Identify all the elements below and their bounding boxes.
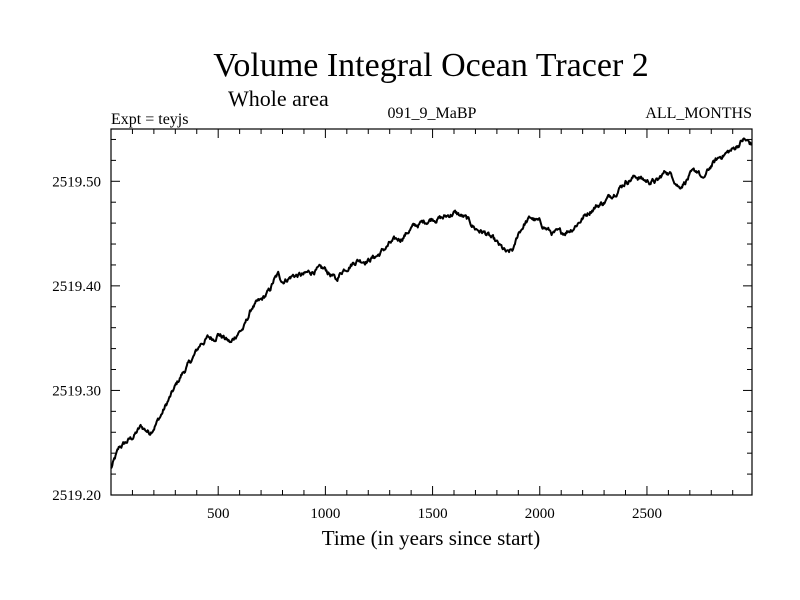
period-label: ALL_MONTHS bbox=[645, 105, 752, 122]
y-tick-label: 2519.40 bbox=[52, 279, 101, 295]
chart-subtitle: Whole area bbox=[228, 86, 329, 111]
y-tick-label: 2519.20 bbox=[52, 488, 101, 504]
x-tick-label: 2500 bbox=[632, 506, 662, 522]
plot-frame bbox=[110, 128, 753, 496]
series-line bbox=[110, 137, 753, 469]
chart-title: Volume Integral Ocean Tracer 2 bbox=[213, 47, 649, 84]
experiment-label: Expt = teyjs bbox=[111, 111, 188, 128]
x-tick-label: 500 bbox=[207, 506, 230, 522]
y-tick-label: 2519.30 bbox=[52, 383, 101, 399]
y-tick-label: 2519.50 bbox=[52, 174, 101, 190]
axis-ticks bbox=[111, 129, 752, 495]
x-tick-label: 2000 bbox=[525, 506, 555, 522]
x-tick-label: 1000 bbox=[310, 506, 340, 522]
x-axis-label: Time (in years since start) bbox=[322, 526, 541, 550]
y-tick-labels: 2519.20 2519.30 2519.40 2519.50 bbox=[52, 174, 101, 504]
x-tick-labels: 500 1000 1500 2000 2500 bbox=[207, 506, 662, 522]
run-label: 091_9_MaBP bbox=[388, 105, 477, 122]
x-tick-label: 1500 bbox=[418, 506, 448, 522]
